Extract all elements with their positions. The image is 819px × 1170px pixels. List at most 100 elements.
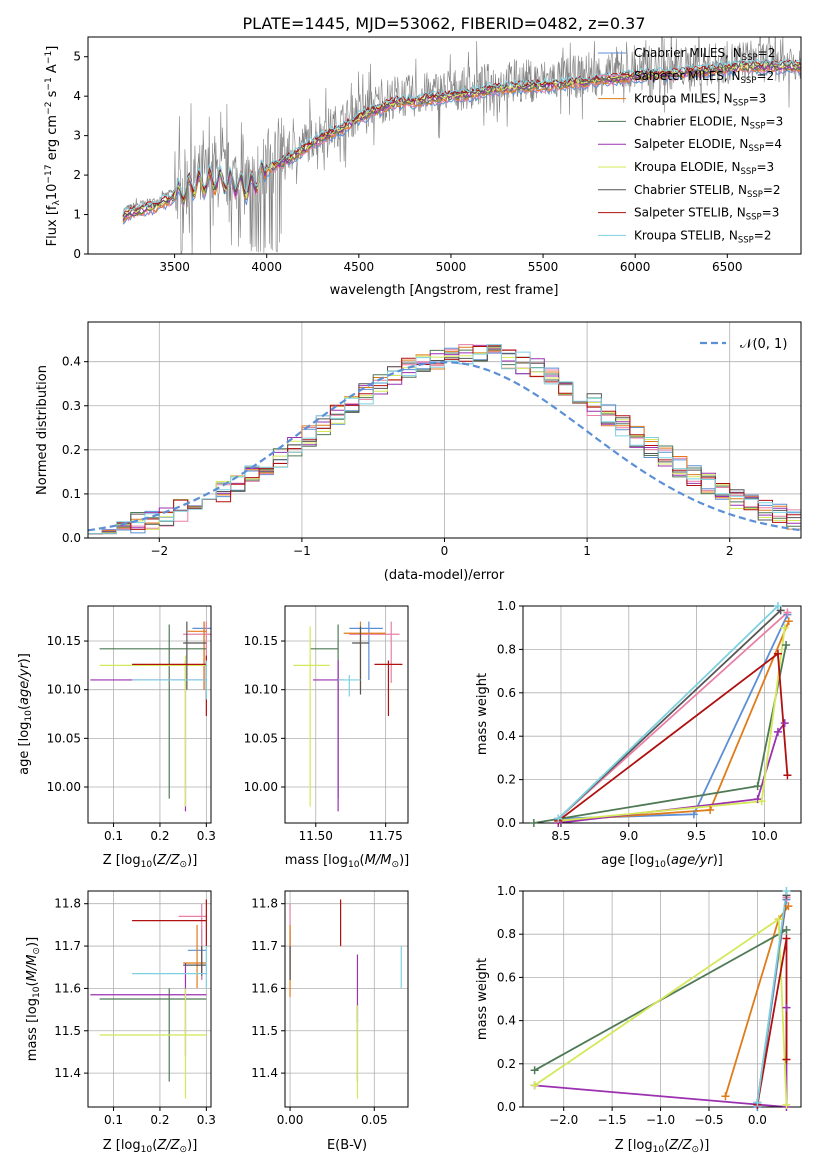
point-marker-kroupa_stelib <box>773 602 782 610</box>
x-tick-label: 6500 <box>712 260 743 274</box>
axes-frame <box>522 890 802 1108</box>
point-marker-salpeter_stelib <box>782 1055 791 1064</box>
x-tick-label: 0.0 <box>748 1113 767 1127</box>
y-tick-label: 0.4 <box>62 355 81 369</box>
y-tick-label: 0.1 <box>62 487 81 501</box>
y-tick-label: 10.00 <box>47 780 81 794</box>
y-tick-label: 0.0 <box>62 531 81 545</box>
x-tick-label: 4500 <box>344 260 375 274</box>
x-tick-label: 5500 <box>528 260 559 274</box>
figure-title: PLATE=1445, MJD=53062, FIBERID=0482, z=0… <box>242 14 645 33</box>
axes-frame <box>87 36 802 255</box>
x-tick-label: 2 <box>726 544 734 558</box>
point-marker-salpeter_elodie <box>780 719 789 728</box>
y-tick-label: 0.2 <box>497 773 516 787</box>
y-tick-label: 3 <box>73 129 81 143</box>
point-marker-salpeter_elodie <box>773 727 782 736</box>
x-tick-label: 0 <box>441 544 449 558</box>
plot-area <box>122 37 801 254</box>
x-tick-label: 11.50 <box>299 829 333 843</box>
y-tick-label: 0.6 <box>497 686 516 700</box>
point-marker-kroupa_elodie <box>782 1100 791 1109</box>
x-tick-label: −0.5 <box>694 1113 723 1127</box>
panel-mass_vs_Z: 0.1 0.2 0.3 11.4 11.5 11.6 11.7 11.8 Z [log10(Z/… <box>25 890 216 1155</box>
x-tick-label: −1.5 <box>598 1113 627 1127</box>
plot-area <box>90 621 211 812</box>
plot-area <box>90 899 207 1099</box>
x-tick-label: 0.2 <box>150 1113 169 1127</box>
x-tick-label: 8.5 <box>551 829 570 843</box>
point-marker-kroupa_miles <box>784 902 793 911</box>
point-marker-chabrier_miles <box>689 810 698 819</box>
y-tick-label: 0.3 <box>62 399 81 413</box>
y-tick-label: 10.10 <box>47 683 81 697</box>
point-marker-kroupa_stelib <box>753 1098 762 1107</box>
point-marker-chabrier_elodie <box>529 819 538 827</box>
y-tick-label: 11.7 <box>251 939 278 953</box>
point-marker-salpeter_stelib <box>773 649 782 658</box>
model-spectrum-kroupa_stelib <box>122 57 801 215</box>
y-tick-label: 0.2 <box>62 443 81 457</box>
y-tick-label: 10.00 <box>244 780 278 794</box>
y-tick-label: 11.4 <box>54 1066 81 1080</box>
x-tick-label: 0.3 <box>197 829 216 843</box>
legend-label: 𝒩(0, 1) <box>740 337 787 352</box>
x-tick-label: 6000 <box>620 260 651 274</box>
x-tick-label: 3500 <box>159 260 190 274</box>
series-line-salpeter_elodie <box>558 722 786 823</box>
series-line-kroupa_stelib <box>557 606 779 820</box>
y-tick-label: 0.8 <box>497 927 516 941</box>
y-tick-label: 0.8 <box>497 642 516 656</box>
point-marker-salpeter_stelib <box>783 771 792 780</box>
y-tick-label: 11.6 <box>251 981 278 995</box>
point-marker-salpeter_miles <box>783 608 792 617</box>
panel-residuals: −2 −1 0 1 2 0.0 0.1 0.2 0.3 0.4 𝒩(0, 1) (data-model… <box>35 321 802 583</box>
x-tick-label: 0.2 <box>150 829 169 843</box>
y-tick-label: 1.0 <box>497 599 516 613</box>
y-tick-label: 0.0 <box>497 816 516 830</box>
panel-age_vs_mass: 11.50 11.75 10.00 10.05 10.10 10.15 mass [log1… <box>244 605 409 870</box>
series-line-salpeter_miles <box>557 611 789 820</box>
legend: Chabrier MILES, NSSP=2 Salpeter MILES, NS… <box>598 46 783 245</box>
normal-curve <box>88 360 801 532</box>
y-tick-label: 11.5 <box>251 1024 278 1038</box>
series-line-kroupa_miles <box>558 620 790 822</box>
x-tick-label: 9.0 <box>619 829 638 843</box>
y-tick-label: 11.8 <box>54 897 81 911</box>
y-tick-label: 5 <box>73 50 81 64</box>
legend-label: Chabrier ELODIE, NSSP=3 <box>634 114 783 131</box>
axes-frame <box>284 605 409 824</box>
legend-label: Salpeter MILES, NSSP=2 <box>634 69 774 86</box>
y-tick-label: 0.4 <box>497 729 516 743</box>
y-axis-label: Flux [fλ10−17 erg cm−2 s−1 A−1] <box>44 46 62 247</box>
point-marker-chabrier_stelib <box>776 606 785 615</box>
x-tick-label: 9.5 <box>687 829 706 843</box>
plot-area <box>533 606 790 823</box>
x-tick-label: 0.1 <box>104 1113 123 1127</box>
x-tick-label: 11.75 <box>368 829 402 843</box>
y-axis-label: mass weight <box>475 673 490 755</box>
x-tick-label: −2 <box>150 544 168 558</box>
x-axis-label: (data-model)/error <box>384 568 505 583</box>
x-axis-label: mass [log10(M/M⊙)] <box>285 853 409 870</box>
point-marker-salpeter_stelib <box>782 934 791 943</box>
x-axis-label: Z [log10(Z/Z⊙)] <box>103 1138 198 1155</box>
y-tick-label: 10.05 <box>244 731 278 745</box>
point-marker-kroupa_elodie <box>774 915 783 924</box>
legend-label: Salpeter STELIB, NSSP=3 <box>634 206 779 223</box>
y-tick-label: 2 <box>73 168 81 182</box>
y-tick-label: 4 <box>73 89 81 103</box>
legend-label: Chabrier STELIB, NSSP=2 <box>634 183 781 200</box>
x-tick-label: 4000 <box>251 260 282 274</box>
x-tick-label: 1 <box>583 544 591 558</box>
x-tick-label: 5000 <box>436 260 467 274</box>
series-line-chabrier_elodie <box>533 644 787 823</box>
y-tick-label: 0.6 <box>497 970 516 984</box>
y-tick-label: 11.6 <box>54 981 81 995</box>
y-axis-label: age [log10(age/yr)] <box>17 653 34 775</box>
legend-label: Kroupa MILES, NSSP=3 <box>634 92 766 109</box>
y-axis-label: mass weight <box>475 958 490 1040</box>
x-tick-label: 0.00 <box>277 1113 304 1127</box>
y-tick-label: 1 <box>73 208 81 222</box>
